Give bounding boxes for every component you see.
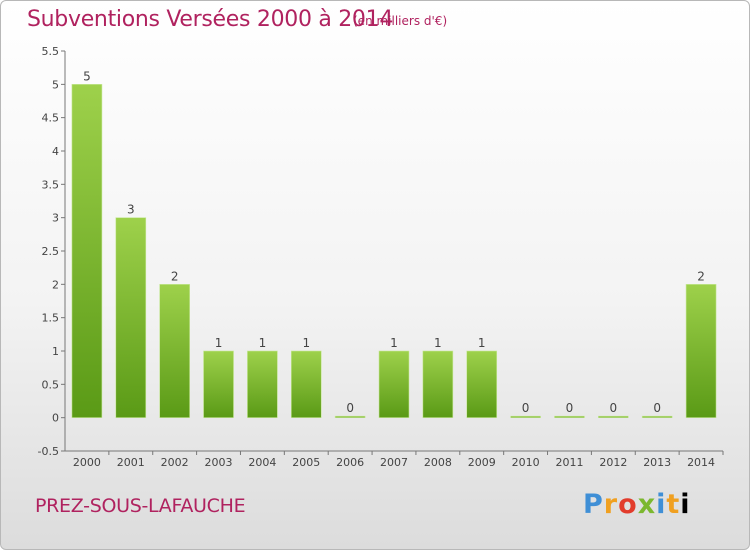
bar — [685, 284, 717, 418]
y-tick-label: 5 — [52, 78, 59, 91]
bar — [641, 415, 673, 418]
y-tick-label: 2.5 — [42, 245, 60, 258]
bar — [598, 415, 629, 418]
logo-letter: r — [603, 489, 619, 520]
y-tick-label: 3.5 — [42, 178, 60, 191]
x-tick-label: 2007 — [380, 456, 408, 469]
data-label: 2 — [697, 269, 705, 283]
y-tick-label: -0.5 — [38, 445, 59, 458]
bar — [422, 350, 454, 418]
data-label: 0 — [522, 401, 530, 415]
bar — [159, 284, 190, 418]
bar — [466, 350, 498, 418]
logo-letter: P — [583, 489, 604, 520]
data-label: 0 — [566, 401, 574, 415]
data-label: 5 — [83, 69, 91, 83]
x-tick-label: 2001 — [117, 456, 145, 469]
data-label: 1 — [215, 336, 223, 350]
bar — [554, 415, 585, 418]
data-label: 0 — [346, 401, 354, 415]
x-tick-label: 2002 — [161, 456, 189, 469]
x-tick-label: 2000 — [73, 456, 101, 469]
y-tick-label: 2 — [52, 278, 59, 291]
bar — [71, 84, 103, 418]
x-tick-label: 2013 — [643, 456, 671, 469]
x-tick-label: 2014 — [687, 456, 715, 469]
x-tick-label: 2010 — [512, 456, 540, 469]
bar — [203, 350, 234, 418]
bar — [378, 350, 410, 418]
data-label: 0 — [610, 401, 618, 415]
y-tick-label: 1 — [52, 345, 59, 358]
data-label: 1 — [478, 336, 486, 350]
data-label: 3 — [127, 203, 135, 217]
y-tick-label: 4 — [52, 145, 59, 158]
bar — [247, 350, 278, 418]
x-tick-label: 2012 — [599, 456, 627, 469]
y-tick-label: 0 — [52, 412, 59, 425]
data-label: 0 — [653, 401, 661, 415]
data-label: 2 — [171, 269, 179, 283]
logo-letter: i — [680, 489, 691, 520]
y-tick-label: 0.5 — [42, 378, 60, 391]
bar — [290, 350, 322, 418]
logo-letter: i — [656, 489, 667, 520]
bar — [334, 415, 366, 418]
x-tick-label: 2005 — [292, 456, 320, 469]
chart-unit: (en milliers d'€) — [353, 14, 448, 28]
data-label: 1 — [390, 336, 398, 350]
x-tick-label: 2006 — [336, 456, 364, 469]
y-tick-label: 5.5 — [42, 45, 60, 58]
data-label: 1 — [434, 336, 442, 350]
logo-letter: t — [666, 489, 681, 520]
proxiti-logo[interactable]: Proxiti — [583, 489, 691, 520]
commune-name: PREZ-SOUS-LAFAUCHE — [35, 495, 246, 517]
data-label: 1 — [259, 336, 267, 350]
y-tick-label: 1.5 — [42, 312, 60, 325]
logo-letter: o — [618, 489, 638, 520]
x-tick-label: 2009 — [468, 456, 496, 469]
data-label: 1 — [302, 336, 310, 350]
x-tick-label: 2008 — [424, 456, 452, 469]
chart-title: Subventions Versées 2000 à 2014 — [27, 7, 394, 32]
y-tick-label: 3 — [52, 212, 59, 225]
bar — [510, 415, 541, 418]
y-tick-label: 4.5 — [42, 112, 60, 125]
x-tick-label: 2011 — [555, 456, 583, 469]
bar — [115, 217, 147, 418]
x-tick-label: 2003 — [205, 456, 233, 469]
logo-letter: x — [637, 489, 657, 520]
x-tick-label: 2004 — [248, 456, 276, 469]
